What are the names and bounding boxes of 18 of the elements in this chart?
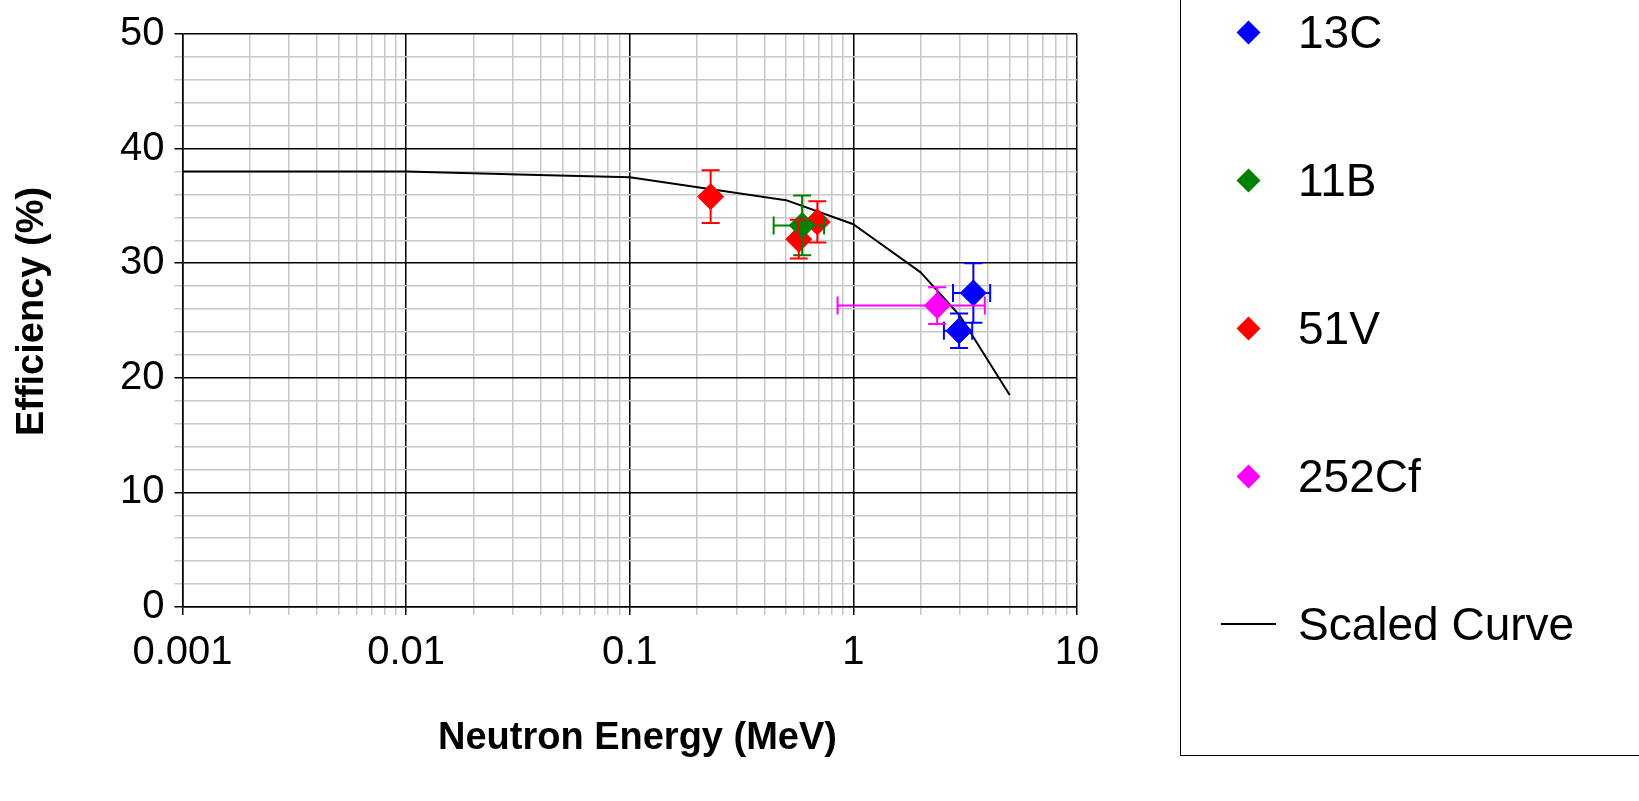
legend-label: 13C <box>1298 5 1384 60</box>
y-tick-label: 30 <box>119 238 165 283</box>
x-axis-title: Neutron Energy (MeV) <box>436 715 838 758</box>
x-tick-label: 0.01 <box>367 628 446 673</box>
y-axis-title: Efficiency (%) <box>8 185 52 439</box>
y-tick-label: 20 <box>119 352 165 397</box>
y-tick-label: 0 <box>142 582 165 627</box>
x-tick-label: 0.1 <box>601 628 658 673</box>
legend-label: 252Cf <box>1298 449 1422 504</box>
x-tick-label: 1 <box>842 628 865 673</box>
y-tick-label: 10 <box>119 467 165 512</box>
legend-label: Scaled Curve <box>1298 597 1576 652</box>
x-tick-label: 0.001 <box>132 628 233 673</box>
x-tick-label: 10 <box>1054 628 1100 673</box>
y-tick-label: 50 <box>119 9 165 54</box>
legend-label: 11B <box>1298 153 1378 208</box>
legend-label: 51V <box>1298 301 1381 356</box>
y-tick-label: 40 <box>119 123 165 168</box>
